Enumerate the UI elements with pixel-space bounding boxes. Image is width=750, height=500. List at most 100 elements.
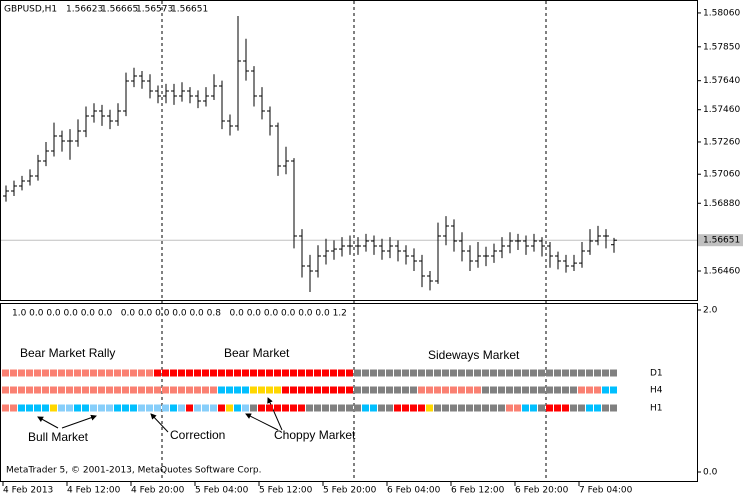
state-cell (50, 369, 57, 377)
state-cell (226, 386, 233, 394)
state-cell (562, 369, 569, 377)
state-cell (522, 369, 529, 377)
state-cell (546, 369, 553, 377)
state-cell (370, 369, 377, 377)
state-cell (530, 404, 537, 412)
state-cell (66, 404, 73, 412)
state-cell (554, 404, 561, 412)
price-panel (0, 0, 698, 301)
last-close: 1.56651 (171, 5, 208, 15)
state-cell (314, 386, 321, 394)
state-cell (42, 404, 49, 412)
state-cell (354, 386, 361, 394)
state-cell (562, 386, 569, 394)
state-cell (530, 369, 537, 377)
state-cell (338, 369, 345, 377)
state-cell (578, 369, 585, 377)
state-cell (218, 369, 225, 377)
state-cell (18, 386, 25, 394)
y-tick-label: 2.0 (703, 306, 718, 316)
state-cell (242, 404, 249, 412)
row-label: D1 (650, 369, 663, 379)
state-cell (490, 404, 497, 412)
state-cell (210, 404, 217, 412)
state-cell (426, 404, 433, 412)
y-tick-label: 1.58060 (703, 8, 740, 18)
state-cell (66, 386, 73, 394)
x-tick-label: 6 Feb 12:00 (451, 486, 505, 496)
annotation: Sideways Market (428, 348, 520, 362)
state-cell (402, 386, 409, 394)
state-cell (362, 369, 369, 377)
annotation: Bear Market (224, 346, 290, 360)
bid-label-box (698, 234, 743, 247)
state-cell (354, 404, 361, 412)
y-tick-label: 1.57460 (703, 105, 740, 115)
state-cell (514, 369, 521, 377)
state-cell (586, 386, 593, 394)
x-tick-label: 5 Feb 20:00 (323, 486, 377, 496)
bid-label: 1.56651 (703, 236, 740, 246)
state-cell (290, 404, 297, 412)
state-cell (258, 404, 265, 412)
state-cell (434, 386, 441, 394)
state-cell (410, 369, 417, 377)
state-cell (50, 404, 57, 412)
state-cell (410, 404, 417, 412)
state-cell (202, 404, 209, 412)
last-high: 1.56665 (101, 5, 138, 15)
state-cell (138, 404, 145, 412)
state-cell (290, 386, 297, 394)
state-cell (346, 369, 353, 377)
state-cell (458, 404, 465, 412)
state-cell (250, 404, 257, 412)
state-cell (450, 369, 457, 377)
state-cell (130, 404, 137, 412)
state-cell (402, 404, 409, 412)
annotation: Correction (170, 428, 225, 442)
state-cell (274, 404, 281, 412)
state-cell (306, 369, 313, 377)
state-cell (210, 369, 217, 377)
state-cell (162, 404, 169, 412)
state-cell (586, 404, 593, 412)
state-cell (226, 404, 233, 412)
state-cell (146, 386, 153, 394)
state-cell (522, 404, 529, 412)
state-cell (50, 386, 57, 394)
annotation: Bull Market (28, 430, 89, 444)
state-cell (330, 386, 337, 394)
copyright: MetaTrader 5, © 2001-2013, MetaQuotes So… (6, 466, 262, 476)
state-cell (490, 386, 497, 394)
state-cell (538, 369, 545, 377)
x-tick-label: 4 Feb 20:00 (131, 486, 185, 496)
state-cell (130, 386, 137, 394)
state-cell (578, 404, 585, 412)
x-tick-label: 5 Feb 12:00 (259, 486, 313, 496)
last-open: 1.56623 (66, 5, 103, 15)
annotation: Choppy Market (274, 428, 356, 442)
last-low: 1.56573 (136, 5, 173, 15)
state-cell (82, 369, 89, 377)
state-cell (234, 369, 241, 377)
indicator-values: 1.0 0.0 0.0 0.0 0.0 0.0 0.0 0.0 0.0 0.0 … (12, 309, 347, 319)
state-cell (466, 404, 473, 412)
state-cell (466, 369, 473, 377)
state-cell (546, 386, 553, 394)
state-cell (202, 386, 209, 394)
y-tick-label: 1.56880 (703, 199, 740, 209)
y-tick-label: 0.0 (703, 468, 718, 478)
state-cell (42, 369, 49, 377)
state-cell (578, 386, 585, 394)
y-tick-label: 1.56460 (703, 267, 740, 277)
state-cell (154, 386, 161, 394)
state-cell (506, 369, 513, 377)
state-cell (106, 386, 113, 394)
state-cell (138, 369, 145, 377)
state-cell (570, 404, 577, 412)
state-cell (338, 404, 345, 412)
state-cell (170, 369, 177, 377)
state-cell (482, 386, 489, 394)
x-tick-label: 4 Feb 12:00 (67, 486, 121, 496)
state-cell (162, 369, 169, 377)
